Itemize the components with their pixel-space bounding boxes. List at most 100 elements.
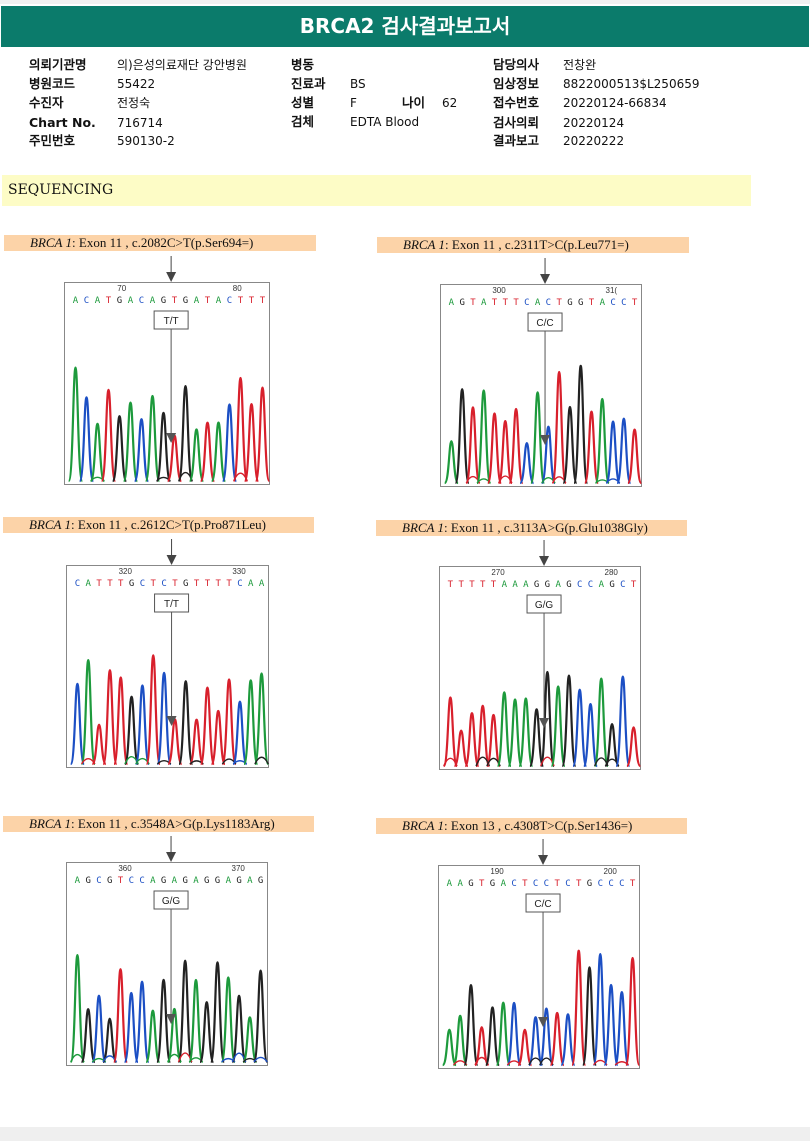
label-clinical-info: 임상정보 bbox=[493, 76, 540, 91]
base-call: T bbox=[479, 879, 485, 889]
label-doctor: 담당의사 bbox=[493, 57, 540, 72]
report-title: BRCA2 검사결과보고서 bbox=[1, 6, 809, 47]
base-call: C bbox=[608, 879, 613, 889]
base-call: A bbox=[150, 296, 156, 306]
base-call: T bbox=[492, 298, 498, 308]
base-call: C bbox=[227, 296, 232, 306]
trace-peak bbox=[507, 698, 523, 768]
value-institution: 의)은성의료재단 강안병원 bbox=[117, 58, 247, 72]
genotype-label: G/G bbox=[535, 600, 554, 611]
trace-peak bbox=[188, 978, 204, 1064]
variant-label: BRCA 1: Exon 11 , c.3113A>G(p.Glu1038Gly… bbox=[376, 520, 687, 536]
base-call: A bbox=[86, 579, 92, 589]
position-label: 320 bbox=[119, 567, 133, 576]
base-call: C bbox=[619, 879, 624, 889]
base-call: A bbox=[481, 298, 487, 308]
base-call: G bbox=[215, 876, 220, 886]
base-call: C bbox=[84, 296, 89, 306]
base-call: T bbox=[118, 876, 124, 886]
trace-peak bbox=[112, 968, 129, 1064]
base-call: A bbox=[193, 876, 199, 886]
trace-peak bbox=[570, 949, 587, 1067]
trace-peak bbox=[177, 385, 194, 483]
genotype-label: G/G bbox=[162, 896, 181, 907]
trace-peak bbox=[123, 991, 140, 1064]
base-call: G bbox=[578, 298, 583, 308]
value-report-date: 20220222 bbox=[563, 134, 625, 148]
trace-peak bbox=[166, 1007, 183, 1064]
base-call: C bbox=[598, 879, 603, 889]
variant-gene: BRCA 1 bbox=[30, 235, 73, 250]
base-call: T bbox=[205, 296, 211, 306]
base-call: C bbox=[139, 876, 144, 886]
base-call: T bbox=[630, 879, 636, 889]
base-call: G bbox=[107, 876, 112, 886]
base-call: G bbox=[490, 879, 495, 889]
label-ward: 병동 bbox=[291, 57, 315, 72]
trace-peak bbox=[210, 421, 227, 483]
marker-arrowhead bbox=[166, 272, 177, 282]
trace-peak bbox=[506, 1001, 522, 1067]
trace-peak bbox=[539, 670, 556, 768]
trace-peak bbox=[561, 674, 577, 768]
base-call: T bbox=[589, 298, 595, 308]
trace-peak bbox=[593, 677, 610, 768]
variant-label: BRCA 1: Exon 11 , c.3548A>G(p.Lys1183Arg… bbox=[3, 816, 314, 832]
trace-peak bbox=[123, 695, 140, 766]
base-call: C bbox=[75, 579, 80, 589]
trace-peak bbox=[156, 671, 172, 766]
trace-peak bbox=[529, 391, 546, 485]
base-call: G bbox=[567, 298, 572, 308]
trace-peak bbox=[517, 1028, 533, 1067]
trace-peak bbox=[69, 682, 86, 766]
base-call: C bbox=[139, 296, 144, 306]
position-label: 360 bbox=[118, 864, 132, 873]
base-call: T bbox=[172, 579, 178, 589]
position-label: 80 bbox=[233, 284, 242, 293]
base-call: A bbox=[599, 580, 605, 590]
trace-noise bbox=[253, 1056, 268, 1063]
trace-peak bbox=[443, 440, 460, 485]
trace-peak bbox=[592, 952, 609, 1067]
trace-peak bbox=[604, 723, 620, 768]
base-call: T bbox=[503, 298, 509, 308]
base-call: T bbox=[458, 580, 464, 590]
trace-peak bbox=[232, 376, 249, 483]
trace-peak bbox=[102, 669, 118, 766]
label-report-date: 결과보고 bbox=[493, 133, 540, 148]
trace-peak bbox=[67, 366, 84, 483]
base-call: T bbox=[249, 296, 255, 306]
base-call: T bbox=[194, 579, 200, 589]
trace-peak bbox=[78, 396, 95, 483]
value-receipt-no: 20220124-66834 bbox=[563, 96, 667, 110]
trace-peak bbox=[465, 406, 481, 485]
trace-peak bbox=[495, 1001, 512, 1067]
variant-detail: : Exon 11 , c.2082C>T(p.Ser694=) bbox=[72, 235, 254, 250]
trace-peak bbox=[485, 713, 502, 768]
label-receipt-no: 접수번호 bbox=[493, 95, 540, 110]
value-specimen: EDTA Blood bbox=[350, 115, 420, 129]
trace-peak bbox=[177, 680, 194, 766]
trace-peak bbox=[442, 696, 459, 768]
position-label: 330 bbox=[232, 567, 246, 576]
base-call: G bbox=[236, 876, 241, 886]
base-call: T bbox=[480, 580, 486, 590]
base-call: C bbox=[565, 879, 570, 889]
value-doctor: 전창완 bbox=[563, 58, 597, 72]
trace-peak bbox=[603, 983, 619, 1067]
base-call: G bbox=[258, 876, 263, 886]
base-call: T bbox=[491, 580, 497, 590]
chromatogram-svg: 70 80A C A T G A C A G T G A T A C T T TT/T bbox=[64, 256, 271, 485]
trace-peak bbox=[89, 422, 106, 483]
marker-arrowhead bbox=[166, 555, 177, 565]
trace-peak bbox=[572, 364, 589, 485]
trace-peak bbox=[242, 679, 259, 766]
trace-peak bbox=[571, 688, 588, 768]
base-call: G bbox=[161, 296, 166, 306]
trace-peak bbox=[221, 678, 237, 766]
trace-peak bbox=[519, 441, 535, 485]
trace-peak bbox=[112, 676, 129, 766]
base-call: T bbox=[448, 580, 454, 590]
base-call: A bbox=[449, 298, 455, 308]
